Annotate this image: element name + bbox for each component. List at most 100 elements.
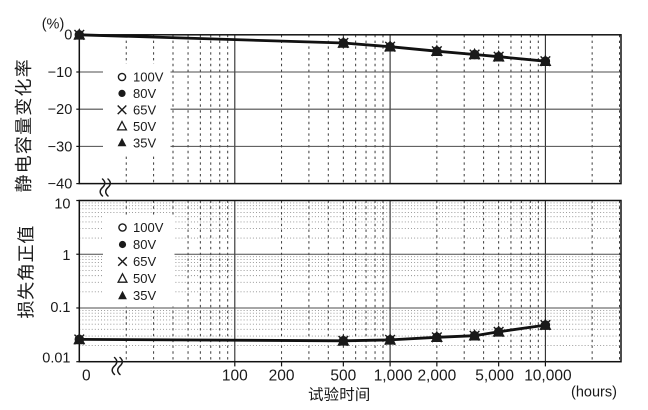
legend-label: 35V bbox=[133, 288, 156, 303]
data-point-marker bbox=[492, 325, 505, 338]
x-tick-label: 10,000 bbox=[524, 368, 572, 385]
data-point-marker bbox=[430, 330, 443, 343]
data-series-group bbox=[73, 318, 552, 347]
legend-item: 35V bbox=[118, 288, 156, 303]
cjk-glyph bbox=[356, 387, 369, 402]
x-tick-label: 500 bbox=[330, 368, 356, 385]
legend-background bbox=[103, 64, 171, 156]
data-point-marker bbox=[430, 44, 443, 57]
legend-marker-triangle-filled-icon bbox=[118, 290, 127, 300]
legend-marker-triangle-filled-icon bbox=[493, 326, 504, 336]
legend-label: 65V bbox=[133, 254, 156, 269]
legend-marker-triangle-filled-icon bbox=[385, 334, 396, 345]
data-point-marker bbox=[337, 334, 350, 347]
data-point-marker bbox=[539, 54, 552, 67]
legend-label: 80V bbox=[133, 86, 156, 101]
legend-marker-triangle-filled-icon bbox=[74, 29, 85, 39]
axis-break-icon bbox=[111, 356, 124, 376]
y-axis-title-top bbox=[14, 60, 32, 192]
legend-marker-circle-filled-icon bbox=[118, 240, 127, 249]
legend-marker-circle-filled-icon bbox=[118, 89, 126, 97]
y-axis-unit-label: (%) bbox=[42, 17, 65, 33]
x-axis-title bbox=[308, 386, 369, 402]
x-tick-label: 100 bbox=[222, 368, 248, 385]
legend-marker-triangle-filled-icon bbox=[540, 55, 551, 66]
data-point-marker bbox=[539, 318, 552, 331]
legend-marker-triangle-filled-icon bbox=[338, 37, 349, 48]
legend-item: 50V bbox=[116, 119, 156, 134]
legend-marker-x-icon bbox=[117, 105, 127, 115]
cjk-glyph bbox=[17, 226, 34, 244]
legend-marker-triangle-filled-icon bbox=[540, 319, 551, 330]
legend-marker-triangle-filled-icon bbox=[431, 331, 442, 342]
y-tick-labels-bottom: 10 1 0.1 0.01 bbox=[42, 196, 80, 367]
x-tick-label: 200 bbox=[269, 368, 295, 385]
legend-label: 65V bbox=[133, 103, 156, 118]
legend-marker-triangle-filled-icon bbox=[74, 334, 85, 344]
legend-item: 65V bbox=[117, 254, 156, 269]
data-point-marker bbox=[468, 47, 481, 60]
legend-label: 100V bbox=[133, 220, 164, 235]
legend-label: 50V bbox=[133, 119, 156, 134]
x-tick-label: 2,000 bbox=[417, 368, 456, 385]
y-tick-label: −30 bbox=[48, 139, 73, 155]
data-point-marker bbox=[73, 28, 86, 41]
top-gridlines bbox=[79, 34, 621, 184]
cjk-glyph bbox=[17, 265, 34, 281]
y-tick-label: −20 bbox=[48, 102, 73, 118]
bottom-panel: 100V 80V 65V 50V 35V 10 1 0.1 0.01 bbox=[42, 196, 622, 376]
y-tick-label: −40 bbox=[48, 177, 73, 193]
legend-marker-triangle-filled-icon bbox=[469, 330, 480, 340]
x-tick-label: 1,000 bbox=[374, 368, 413, 385]
legend-marker-triangle-filled-icon bbox=[385, 41, 396, 51]
cjk-glyph bbox=[308, 386, 323, 402]
y-tick-label: 1 bbox=[62, 248, 70, 264]
data-point-marker bbox=[337, 36, 350, 49]
cjk-glyph bbox=[14, 175, 32, 192]
legend-marker-triangle-open-icon bbox=[117, 272, 128, 283]
x-tick-label: 0 bbox=[82, 368, 91, 385]
y-tick-labels-top: 0 −10 −20 −30 −40 bbox=[48, 28, 80, 193]
legend-item: 65V bbox=[117, 103, 156, 118]
cjk-glyph bbox=[14, 98, 32, 115]
y-tick-label: −10 bbox=[48, 65, 73, 81]
legend-label: 50V bbox=[133, 271, 156, 286]
legend-marker-triangle-filled-icon bbox=[493, 51, 504, 61]
data-point-marker bbox=[384, 333, 397, 346]
legend-marker-triangle-filled-icon bbox=[431, 45, 442, 56]
legend: 100V 80V 65V 50V 35V bbox=[103, 216, 175, 307]
legend-background bbox=[103, 216, 175, 307]
legend-marker-x-icon bbox=[117, 256, 128, 267]
cjk-glyph bbox=[17, 282, 34, 300]
x-axis-unit-label: (hours) bbox=[571, 385, 617, 401]
x-tick-label: 5,000 bbox=[475, 368, 514, 385]
legend-marker-triangle-filled-icon bbox=[469, 49, 480, 59]
cjk-glyph bbox=[324, 386, 339, 401]
legend-marker-circle-open-icon bbox=[118, 223, 127, 232]
y-tick-label: 0.01 bbox=[42, 351, 70, 367]
y-tick-label: 0 bbox=[64, 28, 72, 44]
data-point-marker bbox=[73, 332, 86, 345]
cjk-glyph bbox=[18, 245, 33, 262]
cjk-glyph bbox=[15, 117, 31, 135]
legend-marker-circle-open-icon bbox=[117, 72, 127, 82]
y-tick-label: 10 bbox=[54, 196, 70, 212]
data-series-group bbox=[73, 28, 552, 67]
cjk-glyph bbox=[14, 79, 32, 96]
legend-item: 100V bbox=[118, 220, 164, 235]
cjk-glyph bbox=[14, 60, 32, 77]
data-point-marker bbox=[492, 50, 505, 63]
legend-item: 35V bbox=[117, 135, 156, 150]
legend-item: 100V bbox=[117, 70, 164, 85]
cjk-glyph bbox=[14, 155, 31, 172]
legend-marker-triangle-filled-icon bbox=[338, 335, 349, 345]
y-tick-label: 0.1 bbox=[50, 300, 70, 316]
legend-marker-triangle-filled-icon bbox=[117, 137, 127, 147]
x-axis: 0 100 200 500 1,000 2,000 5,000 10,000 bbox=[82, 362, 572, 385]
legend-item: 80V bbox=[118, 237, 156, 252]
legend-label: 80V bbox=[133, 237, 156, 252]
